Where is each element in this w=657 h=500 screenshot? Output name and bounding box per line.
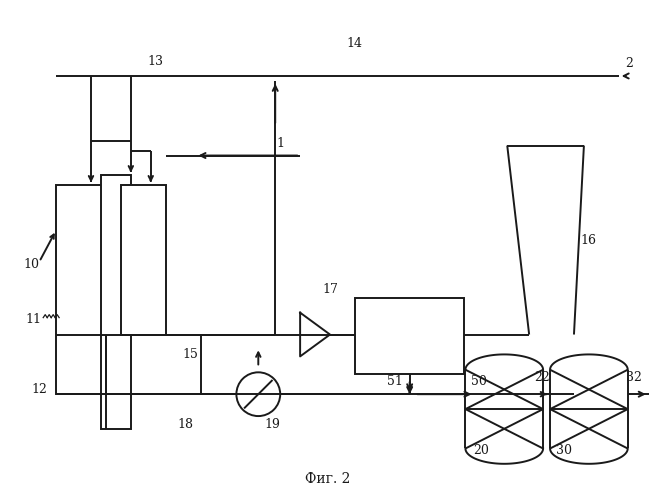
Text: 20: 20 <box>474 444 489 458</box>
Text: 10: 10 <box>23 258 39 272</box>
Text: 16: 16 <box>581 234 597 246</box>
Bar <box>355 298 464 374</box>
Text: 11: 11 <box>25 313 41 326</box>
Bar <box>101 176 131 429</box>
Text: 30: 30 <box>556 444 572 458</box>
Text: 50: 50 <box>472 375 487 388</box>
Text: 19: 19 <box>264 418 280 430</box>
Text: 32: 32 <box>625 371 642 384</box>
Text: 2: 2 <box>625 56 633 70</box>
Text: 18: 18 <box>177 418 194 430</box>
Text: 14: 14 <box>347 36 363 50</box>
Text: 22: 22 <box>534 371 550 384</box>
Text: 15: 15 <box>183 348 198 361</box>
Text: 17: 17 <box>322 284 338 296</box>
Text: 12: 12 <box>32 382 47 396</box>
Text: 1: 1 <box>276 137 284 150</box>
Bar <box>121 186 166 334</box>
Text: 51: 51 <box>387 375 403 388</box>
Text: 13: 13 <box>148 54 164 68</box>
Text: Фиг. 2: Фиг. 2 <box>306 472 351 486</box>
Bar <box>56 186 111 394</box>
